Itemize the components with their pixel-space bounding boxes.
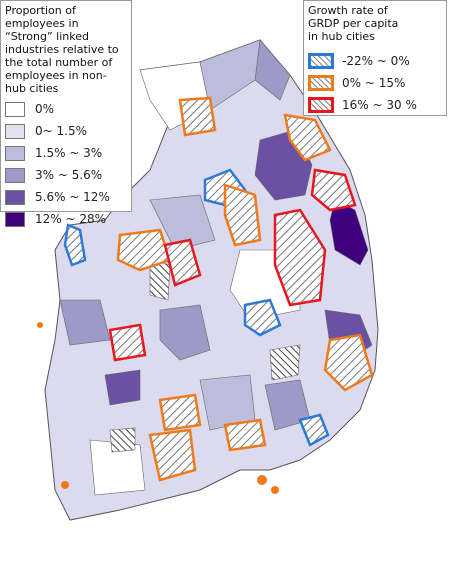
legend-label: 0% (35, 102, 55, 116)
legend-item: 0% (1, 98, 131, 120)
legend-item: 0% ~ 15% (304, 72, 446, 94)
legend-item: 12% ~ 28% (1, 208, 131, 230)
legend-label: 3% ~ 5.6% (35, 168, 103, 182)
legend-swatch (308, 75, 334, 91)
legend-label: 12% ~ 28% (35, 212, 107, 226)
legend-left: Proportion of employees in “Strong” link… (0, 0, 132, 227)
legend-swatch (5, 211, 25, 227)
legend-item: 16% ~ 30 % (304, 94, 446, 116)
legend-swatch (308, 53, 334, 69)
legend-swatch (5, 123, 25, 139)
legend-swatch (5, 145, 25, 161)
legend-item: 0~ 1.5% (1, 120, 131, 142)
legend-item: -22% ~ 0% (304, 50, 446, 72)
legend-title: Growth rate of GRDP per capita in hub ci… (308, 4, 399, 43)
legend-swatch (5, 189, 25, 205)
legend-item: 1.5% ~ 3% (1, 142, 131, 164)
legend-label: 16% ~ 30 % (342, 98, 417, 112)
legend-item: 3% ~ 5.6% (1, 164, 131, 186)
islands (37, 322, 279, 494)
legend-label: 5.6% ~ 12% (35, 190, 110, 204)
legend-swatch (5, 101, 25, 117)
legend-right: Growth rate of GRDP per capita in hub ci… (303, 0, 447, 116)
legend-swatch (5, 167, 25, 183)
legend-label: 0% ~ 15% (342, 76, 406, 90)
legend-item: 5.6% ~ 12% (1, 186, 131, 208)
legend-label: 0~ 1.5% (35, 124, 87, 138)
legend-swatch (308, 97, 334, 113)
legend-label: -22% ~ 0% (342, 54, 410, 68)
legend-title: Proportion of employees in “Strong” link… (5, 4, 119, 95)
hub-cities (63, 96, 374, 482)
legend-label: 1.5% ~ 3% (35, 146, 103, 160)
